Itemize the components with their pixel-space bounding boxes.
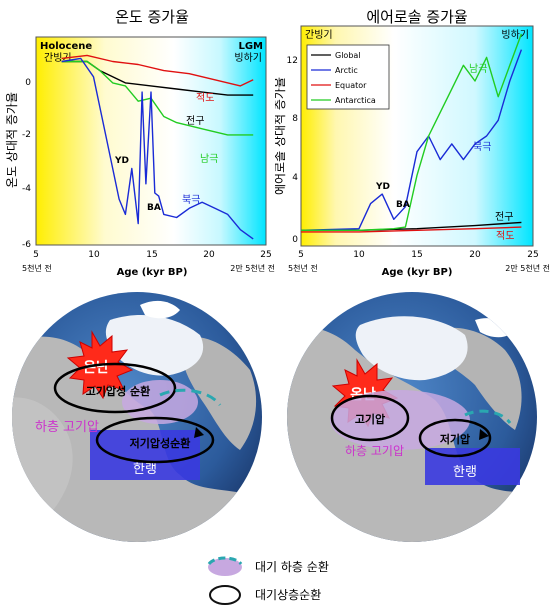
legend: Global Arctic Equator Antarctica (306, 44, 390, 110)
chart-title: 에어로솔 증가율 (366, 8, 467, 26)
legend-antarctica: Antarctica (335, 96, 376, 105)
glacial-label: 빙하기 (234, 51, 262, 64)
equator-label: 적도 (196, 92, 214, 104)
high-pressure-circulation (330, 394, 410, 442)
series-line (61, 60, 254, 136)
yd-label: YD (375, 182, 390, 192)
y-tick: -2 (22, 130, 31, 140)
cold-air-block (90, 430, 200, 480)
y-tick: 4 (292, 173, 298, 183)
y-axis-label: 온도 상대적 증가율 (5, 92, 19, 188)
temperature-chart: 온도 증가율 Holocene 간빙기 LGM 빙하기 온도 상대적 증가율 0… (5, 8, 275, 278)
antarctica-label: 남극 (200, 153, 218, 165)
sea-ice (105, 315, 204, 376)
y-tick: 0 (292, 235, 298, 245)
legend-upper-circulation: 대기상층순환 (255, 588, 321, 602)
legend-global: Global (335, 51, 361, 60)
equator-label: 적도 (496, 230, 514, 242)
cold-label: 한랭 (453, 465, 477, 480)
aerosol-chart: 에어로솔 증가율 간빙기 빙하기 에어로솔 상대적 증가율 0 4 8 12 5… (275, 8, 550, 278)
high-label: 고기압성 순환 (86, 384, 151, 398)
high-pressure-circulation (53, 362, 177, 414)
interglacial-label: 간빙기 (305, 29, 333, 41)
y-axis-label: 에어로솔 상대적 증가율 (275, 77, 287, 195)
x-tick: 15 (411, 250, 422, 260)
low-pressure-band (330, 390, 470, 450)
lowc-label: 저기압 (440, 432, 470, 446)
arctic-label: 북극 (182, 194, 200, 206)
x-left-note: 5천년 전 (22, 263, 52, 273)
chart-title: 온도 증가율 (115, 8, 189, 26)
legend-arctic: Arctic (335, 66, 358, 75)
y-tick: 0 (25, 78, 31, 88)
high-label: 고기압 (355, 412, 385, 426)
x-tick: 20 (203, 250, 215, 260)
y-tick: 8 (292, 114, 298, 124)
x-right-note: 2만 5천년 전 (230, 263, 275, 273)
low-pressure-label: 하층 고기압 (35, 420, 99, 435)
x-tick: 15 (146, 250, 157, 260)
x-tick: 25 (527, 250, 538, 260)
plot-area (35, 36, 267, 246)
series-line (300, 49, 523, 231)
right-globe: 온난 한랭 고기압 저기압 하층 고기압 (287, 292, 537, 542)
global-label: 전구 (186, 115, 204, 127)
sea-ice (355, 316, 468, 381)
cold-label: 한랭 (133, 462, 157, 477)
low-pressure-circulation (418, 418, 492, 458)
x-tick: 10 (88, 250, 100, 260)
legend-lower-circulation: 대기 하층 순환 (255, 560, 329, 574)
low-pressure-label: 하층 고기압 (345, 444, 404, 458)
y-tick: -4 (22, 184, 31, 194)
cold-air-block (425, 448, 520, 485)
circulation-legend: 대기 하층 순환 대기상층순환 (207, 556, 329, 605)
x-tick: 20 (469, 250, 481, 260)
legend-equator: Equator (335, 81, 367, 90)
x-tick: 10 (353, 250, 365, 260)
y-tick: -6 (22, 240, 31, 250)
x-tick: 25 (260, 250, 271, 260)
x-tick: 5 (33, 250, 39, 260)
y-tick: 12 (287, 56, 298, 66)
x-left-note: 5천년 전 (288, 263, 318, 273)
yd-label: YD (114, 156, 129, 166)
global-label: 전구 (495, 211, 513, 223)
x-axis-label: Age (kyr BP) (382, 267, 453, 278)
antarctica-label: 남극 (469, 63, 487, 75)
x-axis-label: Age (kyr BP) (117, 267, 188, 278)
ba-label: BA (147, 203, 161, 213)
ba-label: BA (396, 200, 410, 210)
lgm-label: LGM (238, 41, 263, 52)
series-line (301, 33, 523, 232)
lowc-label: 저기압성순환 (130, 436, 191, 450)
series-line (301, 226, 522, 233)
x-right-note: 2만 5천년 전 (505, 263, 550, 273)
arctic-label: 북극 (473, 141, 491, 153)
left-globe: 온난 한랭 고기압성 순환 저기압성순환 하층 고기압 (12, 292, 262, 542)
series-line (61, 57, 254, 240)
low-pressure-circulation (95, 416, 215, 464)
glacial-label: 빙하기 (501, 28, 529, 41)
holocene-label: Holocene (40, 41, 92, 52)
x-tick: 5 (298, 250, 304, 260)
series-line (61, 54, 254, 87)
